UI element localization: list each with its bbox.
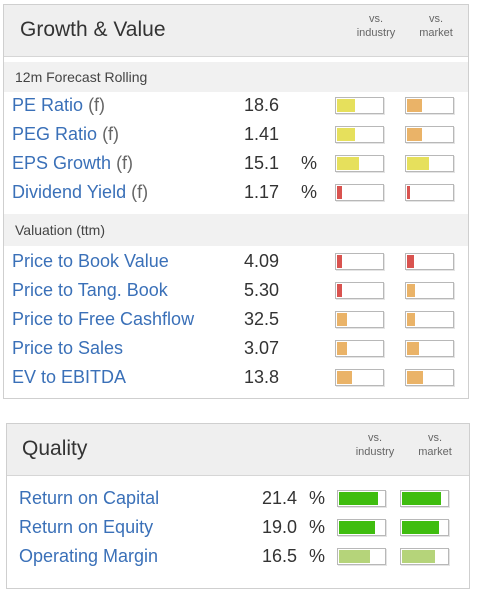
metric-row[interactable]: Price to Sales 3.07 [4, 334, 468, 363]
metric-row[interactable]: Price to Free Cashflow 32.5 [4, 305, 468, 334]
metric-unit: % [301, 153, 318, 173]
growth-value-panel: Growth & Value vs. industry vs. market 1… [3, 4, 469, 399]
panel-title: Quality [22, 437, 88, 460]
metric-value: 16.5 [262, 546, 298, 566]
metric-value: 32.5 [244, 309, 280, 329]
metric-label[interactable]: PE Ratio (f) [12, 95, 106, 115]
vs-market-bar [400, 548, 449, 565]
forecast-rows: PE Ratio (f) 18.6 PEG Ratio (f) 1.41 EPS… [4, 91, 468, 207]
vs-industry-column-header: vs. industry [355, 432, 395, 458]
vs-market-bar [405, 282, 454, 299]
quality-header: Quality vs. industry vs. market [7, 424, 469, 476]
metric-row[interactable]: Price to Book Value 4.09 [4, 247, 468, 276]
metric-value: 3.07 [244, 338, 280, 358]
vs-industry-bar [335, 340, 384, 357]
vs-market-bar [400, 490, 449, 507]
metric-value: 4.09 [244, 251, 280, 271]
vs-industry-bar [335, 184, 384, 201]
metric-label[interactable]: Price to Book Value [12, 251, 169, 271]
metric-unit: % [309, 488, 326, 508]
metric-value: 5.30 [244, 280, 280, 300]
metric-row[interactable]: PEG Ratio (f) 1.41 [4, 120, 468, 149]
metric-label[interactable]: EPS Growth (f) [12, 153, 134, 173]
vs-market-bar [405, 97, 454, 114]
metric-row[interactable]: EV to EBITDA 13.8 [4, 363, 468, 392]
vs-market-bar [405, 184, 454, 201]
metric-label[interactable]: EV to EBITDA [12, 367, 127, 387]
metric-row[interactable]: Return on Capital 21.4 % [7, 484, 469, 513]
section-header-valuation: Valuation (ttm) [4, 214, 468, 246]
metric-value: 18.6 [244, 95, 280, 115]
metric-unit: % [309, 546, 326, 566]
metric-value: 13.8 [244, 367, 280, 387]
vs-industry-bar [335, 155, 384, 172]
growth-value-header: Growth & Value vs. industry vs. market [4, 5, 468, 57]
metric-label[interactable]: Return on Capital [19, 488, 160, 508]
vs-market-bar [405, 340, 454, 357]
vs-industry-column-header: vs. industry [356, 13, 396, 39]
metric-label[interactable]: Price to Free Cashflow [12, 309, 195, 329]
metric-row[interactable]: Return on Equity 19.0 % [7, 513, 469, 542]
metric-label[interactable]: Dividend Yield (f) [12, 182, 149, 202]
vs-industry-bar [335, 253, 384, 270]
metric-row[interactable]: Operating Margin 16.5 % [7, 542, 469, 571]
metric-row[interactable]: Dividend Yield (f) 1.17 % [4, 178, 468, 207]
metric-unit: % [301, 182, 318, 202]
vs-market-bar [405, 311, 454, 328]
vs-industry-bar [335, 126, 384, 143]
vs-industry-bar [335, 282, 384, 299]
metric-label[interactable]: Return on Equity [19, 517, 154, 537]
quality-rows: Return on Capital 21.4 % Return on Equit… [7, 484, 469, 572]
metric-value: 1.17 [244, 182, 280, 202]
vs-industry-bar [337, 490, 386, 507]
metric-label[interactable]: Operating Margin [19, 546, 159, 566]
vs-industry-bar [337, 519, 386, 536]
vs-market-bar [405, 126, 454, 143]
panel-title: Growth & Value [20, 18, 166, 41]
vs-industry-bar [335, 97, 384, 114]
vs-market-bar [400, 519, 449, 536]
metric-value: 19.0 [262, 517, 298, 537]
metric-unit: % [309, 517, 326, 537]
vs-industry-bar [335, 369, 384, 386]
vs-market-column-header: vs. market [419, 13, 453, 39]
vs-market-column-header: vs. market [418, 432, 452, 458]
section-header-forecast: 12m Forecast Rolling [4, 62, 468, 92]
metric-label[interactable]: Price to Sales [12, 338, 124, 358]
vs-industry-bar [337, 548, 386, 565]
metric-row[interactable]: PE Ratio (f) 18.6 [4, 91, 468, 120]
metric-label[interactable]: PEG Ratio (f) [12, 124, 120, 144]
metric-label[interactable]: Price to Tang. Book [12, 280, 168, 300]
vs-market-bar [405, 253, 454, 270]
metric-row[interactable]: Price to Tang. Book 5.30 [4, 276, 468, 305]
vs-market-bar [405, 369, 454, 386]
metric-value: 15.1 [244, 153, 280, 173]
vs-industry-bar [335, 311, 384, 328]
valuation-rows: Price to Book Value 4.09 Price to Tang. … [4, 247, 468, 393]
vs-market-bar [405, 155, 454, 172]
quality-panel: Quality vs. industry vs. market Return o… [6, 423, 470, 589]
metric-value: 1.41 [244, 124, 280, 144]
metric-row[interactable]: EPS Growth (f) 15.1 % [4, 149, 468, 178]
metric-value: 21.4 [262, 488, 298, 508]
